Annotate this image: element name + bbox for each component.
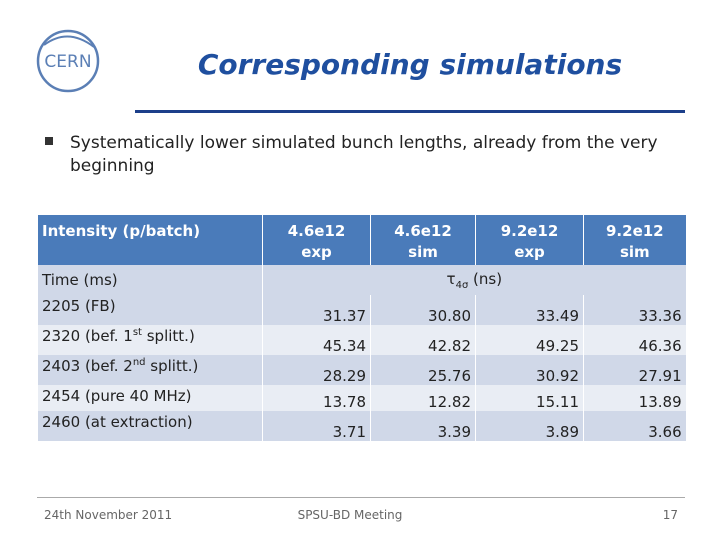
title-rule: [135, 110, 685, 113]
cell-text-part: (ns): [468, 269, 503, 288]
table-cell: 2403 (bef. 2nd splitt.): [37, 355, 263, 385]
footer-meeting: SPSU-BD Meeting: [297, 508, 403, 522]
data-row: 2205 (FB) 31.37 30.80 33.49 33.36: [37, 295, 687, 325]
cell-text-part: 2454 (pure 40 MHz): [42, 387, 192, 405]
table-cell: 3.39: [370, 411, 476, 441]
table-cell: 33.49: [475, 295, 584, 325]
cell-text-part: 2320 (bef. 1: [42, 327, 133, 345]
table-cell: 15.11: [475, 385, 584, 411]
header-cell: 4.6e12 exp: [262, 215, 371, 265]
table-cell: 2205 (FB): [37, 295, 263, 325]
cell-text-part: 4σ: [455, 279, 469, 291]
logo-arc: [43, 35, 95, 48]
logo-text: CERN: [44, 52, 91, 72]
table-cell: 3.71: [262, 411, 371, 441]
table-cell: 2460 (at extraction): [37, 411, 263, 441]
header-cell: 9.2e12 exp: [475, 215, 584, 265]
table-cell: 28.29: [262, 355, 371, 385]
table-cell: 30.92: [475, 355, 584, 385]
cell-text-part: 2460 (at extraction): [42, 413, 193, 431]
table-cell: 12.82: [370, 385, 476, 411]
data-row: 2460 (at extraction) 3.71 3.39 3.89 3.66: [37, 411, 687, 441]
data-row: 2454 (pure 40 MHz) 13.78 12.82 15.11 13.89: [37, 385, 687, 411]
logo-ring: [36, 29, 100, 93]
table-cell: 45.34: [262, 325, 371, 355]
cell-text-part: nd: [132, 357, 146, 368]
table-cell: 33.36: [583, 295, 687, 325]
data-table: Intensity (p/batch) 4.6e12 exp 4.6e12 sim 9…: [37, 215, 687, 441]
cell-text-part: 2403 (bef. 2: [42, 357, 133, 375]
header-cell: Intensity (p/batch): [37, 215, 263, 265]
table-cell: 2320 (bef. 1st splitt.): [37, 325, 263, 355]
table-cell: 49.25: [475, 325, 584, 355]
logo: CERN: [36, 29, 100, 93]
footer-rule: [37, 497, 685, 498]
cell-text-part: 2205 (FB): [42, 297, 116, 315]
table-cell: 31.37: [262, 295, 371, 325]
table-cell: 30.80: [370, 295, 476, 325]
table-cell: 42.82: [370, 325, 476, 355]
table-cell: 3.66: [583, 411, 687, 441]
slide-title: Corresponding simulations: [197, 48, 623, 81]
table-cell: 46.36: [583, 325, 687, 355]
table-cell: 3.89: [475, 411, 584, 441]
subheader-row: Time (ms) τ4σ (ns): [37, 265, 687, 295]
data-row: 2403 (bef. 2nd splitt.) 28.29 25.76 30.92 27…: [37, 355, 687, 385]
subheader-cell: Time (ms): [37, 265, 263, 295]
footer-page: 17: [662, 508, 678, 522]
data-row: 2320 (bef. 1st splitt.) 45.34 42.82 49.25 46…: [37, 325, 687, 355]
header-row: Intensity (p/batch) 4.6e12 exp 4.6e12 sim 9…: [37, 215, 687, 265]
table-cell: 27.91: [583, 355, 687, 385]
table-cell: 13.78: [262, 385, 371, 411]
subheader-cell: τ4σ (ns): [262, 265, 687, 295]
cell-text-part: τ: [446, 269, 456, 288]
table-cell: 13.89: [583, 385, 687, 411]
footer-date: 24th November 2011: [44, 508, 173, 522]
header-cell: 9.2e12 sim: [583, 215, 687, 265]
table-cell: 2454 (pure 40 MHz): [37, 385, 263, 411]
cell-text-part: splitt.): [141, 327, 195, 345]
table-cell: 25.76: [370, 355, 476, 385]
header-cell: 4.6e12 sim: [370, 215, 476, 265]
bullet-text: Systematically lower simulated bunch len…: [70, 133, 658, 176]
cell-text-part: splitt.): [145, 357, 199, 375]
cell-text-part: st: [132, 327, 142, 338]
bullet-marker: [45, 137, 53, 145]
